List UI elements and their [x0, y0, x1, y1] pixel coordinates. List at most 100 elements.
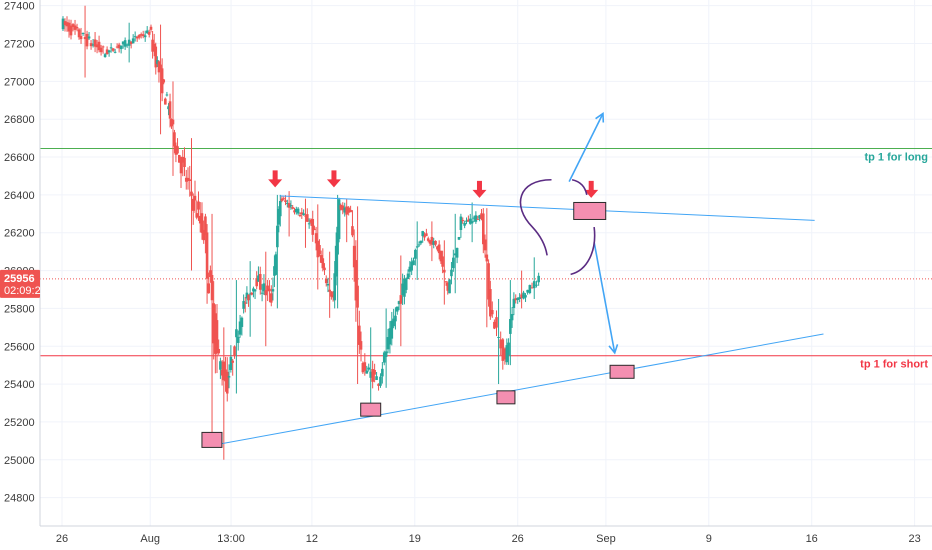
- candle-body-up: [145, 30, 149, 34]
- candle-body-down: [191, 198, 195, 211]
- y-tick-label: 25400: [4, 379, 35, 391]
- candle-body-up: [381, 368, 384, 377]
- y-tick-label: 25000: [4, 455, 35, 467]
- candle-body-up: [296, 208, 300, 214]
- time-axis: 26 Aug 13:00 12 19 26 Sep 9 16 23: [40, 525, 932, 545]
- candle-body-down: [331, 295, 335, 298]
- candle-body-up: [450, 269, 453, 277]
- candle-body-up: [307, 223, 311, 225]
- candle-body-up: [365, 370, 369, 374]
- candle-body-down: [215, 320, 219, 352]
- candle-body-down: [152, 43, 156, 52]
- candle-body-up: [509, 319, 512, 334]
- candle-body-up: [512, 298, 516, 308]
- candle-body-up: [395, 306, 399, 312]
- candle-body-down: [171, 119, 175, 125]
- candle-body-up: [252, 288, 255, 292]
- candle-body-down: [151, 39, 154, 52]
- candle-body-down: [352, 245, 356, 268]
- candle-body-down: [399, 295, 403, 304]
- candle-body-down: [309, 219, 313, 223]
- candle-body-up: [274, 254, 278, 275]
- candle-body-down: [482, 213, 485, 245]
- candle-body-down: [181, 156, 185, 163]
- candle-body-up: [406, 273, 410, 280]
- candle-body-up: [103, 54, 107, 58]
- candle-body-down: [101, 46, 105, 48]
- down-arrow-icon: [268, 170, 283, 188]
- candle-body-down: [83, 37, 87, 40]
- candle-body-up: [528, 285, 532, 294]
- candle-body-down: [186, 177, 190, 180]
- candle-body-up: [414, 249, 417, 259]
- current-price-value: 25956: [4, 273, 35, 285]
- candle-body-up: [289, 205, 293, 207]
- bar-countdown: 02:09:2: [4, 285, 41, 297]
- candle-body-down: [177, 154, 181, 163]
- y-tick-label: 26800: [4, 114, 35, 126]
- candle-body-up: [302, 213, 305, 216]
- candle-body-up: [408, 266, 412, 272]
- candle-body-down: [71, 24, 75, 27]
- candle-body-down: [280, 198, 284, 201]
- candle-body-down: [439, 250, 443, 262]
- candle-body-down: [75, 27, 79, 29]
- candle-body-up: [236, 336, 240, 343]
- candle-body-down: [428, 240, 432, 244]
- candle-body-up: [273, 266, 276, 276]
- candle-body-down: [349, 209, 352, 213]
- candle-body-down: [489, 289, 492, 317]
- candle-body-down: [499, 339, 502, 349]
- candle-body-down: [115, 46, 119, 48]
- annotation-box: [573, 201, 607, 220]
- candle-body-up: [470, 221, 474, 224]
- candle-body-down: [198, 215, 202, 224]
- candle-body-up: [474, 215, 478, 222]
- candle-body-down: [467, 219, 470, 222]
- candle-body-up: [410, 261, 413, 271]
- candle-body-up: [472, 217, 476, 219]
- candle-body-up: [403, 279, 406, 297]
- candle-body-down: [209, 270, 212, 278]
- candle-body-down: [67, 22, 71, 32]
- candle-body-down: [89, 43, 93, 47]
- arc-left: [519, 178, 552, 256]
- x-tick-label: 26: [56, 533, 68, 545]
- candle-body-down: [282, 198, 286, 200]
- candle-body-up: [343, 207, 347, 213]
- candle-body-down: [268, 288, 271, 292]
- candle-body-up: [253, 289, 257, 292]
- candle-body-up: [535, 284, 538, 286]
- candle-body-down: [321, 258, 325, 269]
- candle-body-down: [164, 98, 167, 105]
- candle-body-up: [125, 44, 129, 46]
- down-arrow-icon: [326, 170, 341, 188]
- candle-body-down: [446, 282, 450, 291]
- x-tick-label: 19: [409, 533, 421, 545]
- candle-body-up: [235, 329, 238, 338]
- candle-body-up: [382, 352, 386, 363]
- candle-body-down: [501, 339, 505, 361]
- candle-body-up: [167, 106, 170, 110]
- candle-body-down: [434, 240, 437, 245]
- candle-body-up: [375, 376, 378, 381]
- candle-body-up: [238, 321, 242, 335]
- down-arrow-icon: [472, 180, 487, 198]
- candle-body-up: [262, 283, 266, 292]
- candle-body-up: [143, 35, 147, 38]
- candle-body-up: [113, 51, 117, 53]
- candle-body-down: [371, 369, 374, 382]
- candle-body-up: [388, 328, 392, 345]
- candle-body-up: [333, 273, 336, 301]
- y-tick-label: 25600: [4, 341, 35, 353]
- candle-body-down: [328, 289, 331, 292]
- candle-body-down: [174, 145, 178, 155]
- candle-body-down: [425, 233, 428, 236]
- candle-body-up: [394, 315, 397, 322]
- candle-body-down: [436, 246, 439, 250]
- candle-body-down: [79, 36, 83, 40]
- arc-right: [570, 226, 596, 276]
- candle-body-down: [247, 294, 250, 301]
- candle-body-down: [264, 290, 268, 296]
